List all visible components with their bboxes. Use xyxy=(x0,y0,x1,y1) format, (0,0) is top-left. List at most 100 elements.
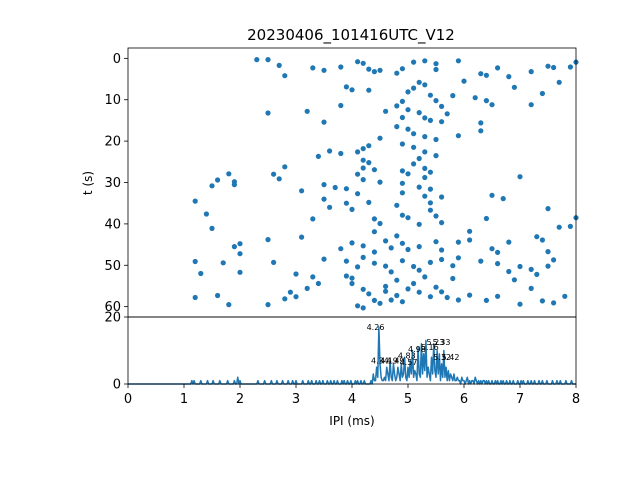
scatter-point-26 xyxy=(567,64,574,70)
scatter-point-169 xyxy=(237,269,243,275)
scatter-point-176 xyxy=(383,263,389,269)
scatter-point-223 xyxy=(495,293,501,299)
scatter-point-53 xyxy=(405,107,411,113)
scatter-point-79 xyxy=(360,157,366,163)
scatter-point-185 xyxy=(478,258,484,264)
scatter-point-144 xyxy=(338,246,344,252)
scatter-point-112 xyxy=(343,200,349,206)
histogram-panel: 4.26 4.344.194.494.574.834.985.165.235.33… xyxy=(104,311,580,429)
peak-label-1: 4.34 xyxy=(371,357,389,366)
scatter-point-50 xyxy=(489,102,495,108)
scatter-point-93 xyxy=(377,179,383,185)
scatter-point-149 xyxy=(388,245,394,251)
scatter-point-190 xyxy=(534,271,540,277)
scatter-point-13 xyxy=(399,66,405,72)
x-tick-label-6: 6 xyxy=(460,392,468,407)
scatter-point-184 xyxy=(455,255,461,261)
scatter-point-143 xyxy=(310,216,316,222)
scatter-point-173 xyxy=(355,264,361,270)
y-tick-label-60: 60 xyxy=(104,300,121,315)
scatter-point-193 xyxy=(293,271,299,277)
scatter-point-122 xyxy=(427,207,433,213)
scatter-point-69 xyxy=(377,135,383,141)
peak-label-7: 5.16 xyxy=(421,343,439,352)
scatter-point-111 xyxy=(299,234,305,240)
scatter-point-31 xyxy=(383,108,389,114)
x-tick-label-7: 7 xyxy=(516,392,524,407)
scatter-point-135 xyxy=(545,206,551,212)
scatter-point-183 xyxy=(450,263,456,269)
scatter-point-119 xyxy=(399,212,405,218)
scatter-point-28 xyxy=(539,90,546,97)
x-tick-label-2: 2 xyxy=(236,392,244,407)
scatter-point-139 xyxy=(483,215,489,222)
scatter-point-11 xyxy=(377,67,383,73)
peak-label-5: 4.83 xyxy=(398,352,416,361)
chart-title: 20230406_101416UTC_V12 xyxy=(247,26,455,45)
scatter-point-3 xyxy=(282,73,288,79)
scatter-point-192 xyxy=(551,257,557,263)
scatter-point-77 xyxy=(416,155,422,162)
scatter-point-36 xyxy=(416,79,422,85)
scatter-point-215 xyxy=(416,289,422,295)
scatter-point-56 xyxy=(304,108,310,114)
scatter-point-6 xyxy=(338,64,344,70)
scatter-point-157 xyxy=(489,246,495,252)
scatter-point-117 xyxy=(371,229,377,235)
scatter-point-224 xyxy=(517,301,523,307)
scatter-point-12 xyxy=(394,70,400,76)
scatter-point-211 xyxy=(394,292,400,299)
scatter-point-220 xyxy=(455,297,461,303)
scatter-point-22 xyxy=(528,69,534,75)
scatter-point-15 xyxy=(422,58,428,64)
scatter-point-17 xyxy=(433,66,439,73)
scatter-point-230 xyxy=(355,303,361,309)
scatter-point-205 xyxy=(349,280,355,287)
scatter-point-161 xyxy=(539,237,546,243)
scatter-point-52 xyxy=(506,74,512,80)
scatter-point-128 xyxy=(399,190,405,196)
scatter-point-172 xyxy=(343,258,349,264)
peak-label-10: 5.32 xyxy=(433,353,451,362)
scatter-point-83 xyxy=(338,150,344,157)
scatter-point-62 xyxy=(405,126,411,132)
scatter-point-191 xyxy=(545,263,551,269)
scatter-point-158 xyxy=(495,249,501,255)
scatter-point-201 xyxy=(226,302,232,308)
scatter-point-40 xyxy=(439,103,445,109)
hist-y-tick-label-0: 0 xyxy=(113,378,121,393)
scatter-point-136 xyxy=(556,224,562,230)
x-tick-label-5: 5 xyxy=(404,392,412,407)
scatter-point-95 xyxy=(271,171,277,177)
scatter-point-170 xyxy=(271,259,277,265)
scatter-point-194 xyxy=(310,274,316,280)
scatter-point-232 xyxy=(388,297,394,303)
scatter-point-91 xyxy=(355,171,361,177)
scatter-point-131 xyxy=(427,200,433,206)
scatter-point-218 xyxy=(439,289,445,295)
scatter-point-73 xyxy=(399,141,405,147)
scatter-point-58 xyxy=(338,102,344,109)
scatter-point-178 xyxy=(399,258,405,264)
scatter-point-87 xyxy=(405,171,411,177)
scatter-point-78 xyxy=(411,161,417,167)
scatter-point-99 xyxy=(332,184,338,191)
scatter-point-142 xyxy=(327,204,333,210)
scatter-point-229 xyxy=(511,277,517,283)
scatter-point-204 xyxy=(343,273,349,279)
scatter-point-146 xyxy=(360,243,366,249)
hist-y-tick-label-20: 20 xyxy=(104,311,121,326)
scatter-point-187 xyxy=(506,268,512,275)
scatter-point-137 xyxy=(567,223,574,229)
scatter-point-72 xyxy=(355,149,361,155)
scatter-point-125 xyxy=(416,184,422,190)
scatter-point-116 xyxy=(377,220,383,227)
scatter-point-30 xyxy=(349,87,355,93)
scatter-point-110 xyxy=(265,237,271,243)
scatter-point-118 xyxy=(394,202,400,208)
scatter-point-199 xyxy=(282,296,288,302)
scatter-point-19 xyxy=(478,71,484,77)
y-tick-label-50: 50 xyxy=(104,259,121,274)
scatter-point-32 xyxy=(394,103,400,109)
scatter-point-35 xyxy=(411,85,417,91)
